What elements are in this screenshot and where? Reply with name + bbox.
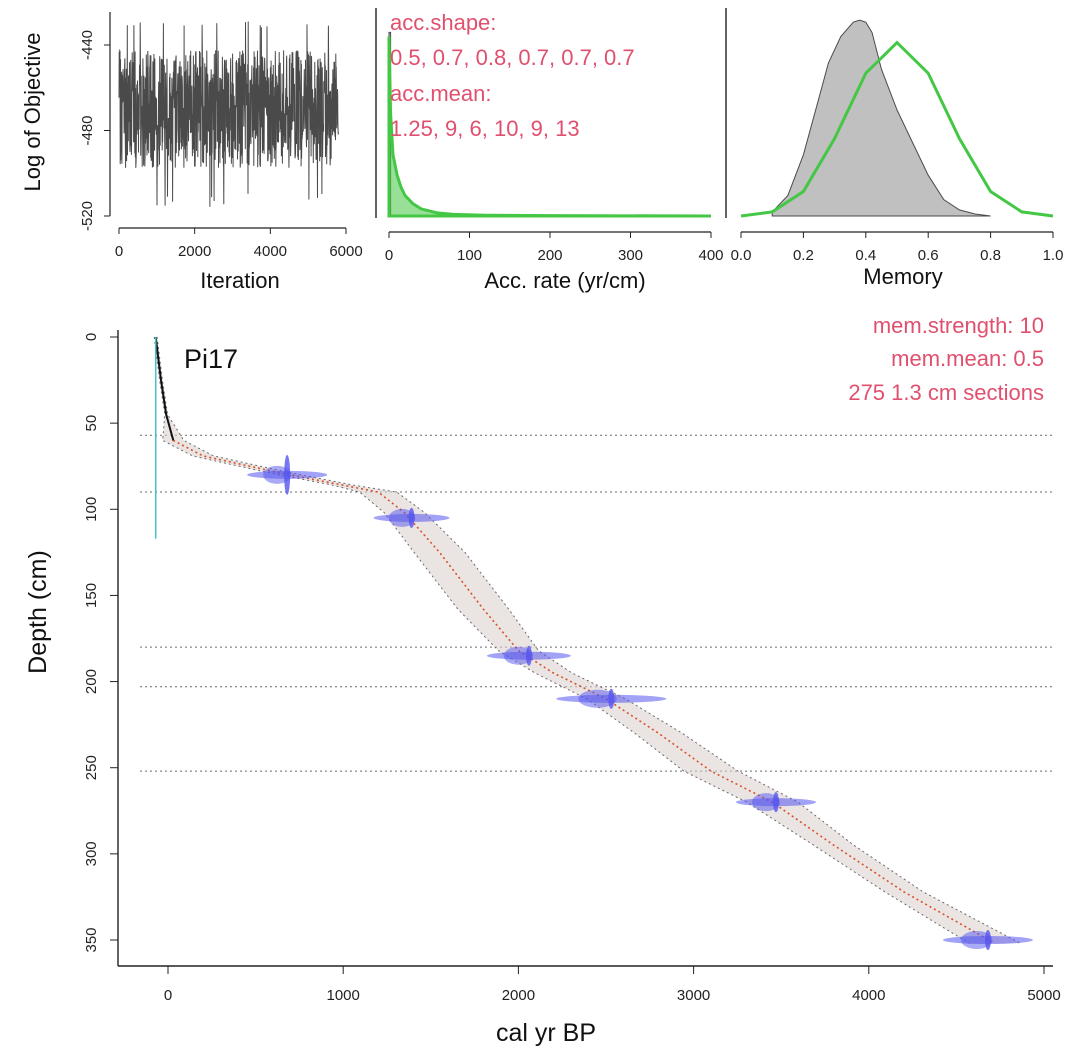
acc-prior-curve — [387, 36, 712, 218]
depth-y-tick-label: 300 — [83, 841, 100, 866]
acc-mean-values: 1.25, 9, 6, 10, 9, 13 — [390, 116, 580, 141]
age-x-label: cal yr BP — [496, 1019, 596, 1047]
mem-strength-label: mem.strength: 10 — [873, 313, 1044, 338]
acc-shape-values: 0.5, 0.7, 0.8, 0.7, 0.7, 0.7 — [390, 45, 635, 70]
depth-y-tick-label: 150 — [83, 583, 100, 608]
depth-y-tick-label: 250 — [83, 755, 100, 780]
dated-depth — [486, 645, 571, 666]
acc-x-tick-label: 0 — [385, 247, 393, 264]
calibrated-age-peak — [503, 646, 534, 665]
acc-x-tick-label: 400 — [698, 247, 723, 264]
trace-y-ticks: -440 -480 -520 — [79, 30, 110, 231]
age-x-tick-label: 0 — [164, 987, 172, 1004]
age-depth-panel: 0 1000 2000 3000 4000 5000 0 50 100 150 200 250 300… — [24, 313, 1061, 1047]
memory-x-tick-label: 0.8 — [980, 247, 1001, 264]
acc-shape-label: acc.shape: — [390, 10, 496, 35]
calibrated-age-peak — [751, 793, 780, 812]
age-x-tick-label: 4000 — [852, 987, 885, 1004]
memory-x-tick-label: 0.0 — [731, 247, 752, 264]
trace-x-tick-label: 4000 — [254, 243, 287, 260]
memory-x-tick-label: 1.0 — [1043, 247, 1064, 264]
hiatus-lines — [140, 434, 1053, 772]
memory-x-tick-label: 0.2 — [793, 247, 814, 264]
age-x-ticks: 0 1000 2000 3000 4000 5000 — [164, 966, 1061, 1004]
age-x-tick-label: 2000 — [502, 987, 535, 1004]
trace-y-tick-label: -520 — [79, 201, 96, 231]
age-model-upper-bound — [153, 336, 970, 944]
depth-y-ticks: 0 50 100 150 200 250 300 350 — [83, 333, 118, 953]
depth-y-tick-label: 0 — [83, 333, 100, 341]
depth-y-tick-label: 200 — [83, 669, 100, 694]
memory-prior-curve — [740, 40, 1054, 218]
date-depth-spread — [284, 454, 291, 495]
acc-x-ticks: 0 100 200 300 400 — [385, 232, 724, 264]
memory-x-ticks: 0.0 0.2 0.4 0.6 0.8 1.0 — [731, 232, 1064, 264]
acc-x-label: Acc. rate (yr/cm) — [484, 268, 645, 293]
depth-y-tick-label: 50 — [83, 415, 100, 432]
sections-label: 275 1.3 cm sections — [848, 380, 1044, 405]
memory-x-tick-label: 0.6 — [918, 247, 939, 264]
dated-depths — [247, 454, 1033, 950]
trace-series — [118, 21, 339, 207]
acc-x-tick-label: 300 — [618, 247, 643, 264]
depth-y-tick-label: 350 — [83, 927, 100, 952]
acc-x-tick-label: 100 — [457, 247, 482, 264]
age-x-tick-label: 1000 — [327, 987, 360, 1004]
age-model-median — [154, 336, 996, 945]
mem-mean-label: mem.mean: 0.5 — [891, 346, 1044, 371]
trace-x-tick-label: 0 — [115, 243, 123, 260]
trace-panel: 0 2000 4000 6000 -440 -480 -520 Iteration Log… — [20, 12, 363, 293]
age-x-tick-label: 5000 — [1027, 987, 1060, 1004]
dated-depth — [556, 688, 667, 709]
age-model-lower-bound — [156, 336, 1021, 944]
calibrated-age-peak — [263, 465, 292, 484]
acc-x-tick-label: 200 — [537, 247, 562, 264]
age-model-envelope — [154, 337, 1021, 944]
acc-rate-panel: 0 100 200 300 400 acc.shape: 0.5, 0.7, 0.8, … — [375, 8, 724, 293]
calibrated-age-peak — [960, 931, 993, 949]
dated-depth — [942, 930, 1033, 950]
memory-posterior-density — [771, 19, 991, 217]
date-depth-spread — [772, 792, 779, 813]
date-depth-spread — [408, 507, 415, 528]
acc-mean-label: acc.mean: — [390, 81, 492, 106]
depth-y-tick-label: 100 — [83, 497, 100, 522]
trace-x-tick-label: 6000 — [329, 243, 362, 260]
memory-x-tick-label: 0.4 — [855, 247, 876, 264]
trace-y-tick-label: -440 — [79, 30, 96, 60]
calibrated-age-peak — [388, 508, 416, 527]
trace-y-tick-label: -480 — [79, 115, 96, 145]
trace-x-tick-label: 2000 — [178, 243, 211, 260]
dated-depth — [373, 507, 450, 528]
core-name: Pi17 — [184, 344, 238, 374]
trace-y-label: Log of Objective — [20, 33, 45, 192]
depth-y-label: Depth (cm) — [24, 550, 52, 674]
dated-depth — [735, 792, 816, 813]
trace-x-ticks: 0 2000 4000 6000 — [115, 228, 363, 260]
date-depth-spread — [984, 930, 991, 950]
dated-depth — [247, 454, 328, 495]
date-depth-spread — [525, 645, 532, 666]
memory-panel: 0.0 0.2 0.4 0.6 0.8 1.0 Memory — [725, 8, 1064, 289]
memory-x-label: Memory — [863, 264, 942, 289]
age-x-tick-label: 3000 — [677, 987, 710, 1004]
trace-x-label: Iteration — [200, 268, 280, 293]
date-depth-spread — [608, 688, 615, 709]
surface-section — [154, 336, 175, 441]
calibrated-age-peak — [578, 689, 617, 708]
